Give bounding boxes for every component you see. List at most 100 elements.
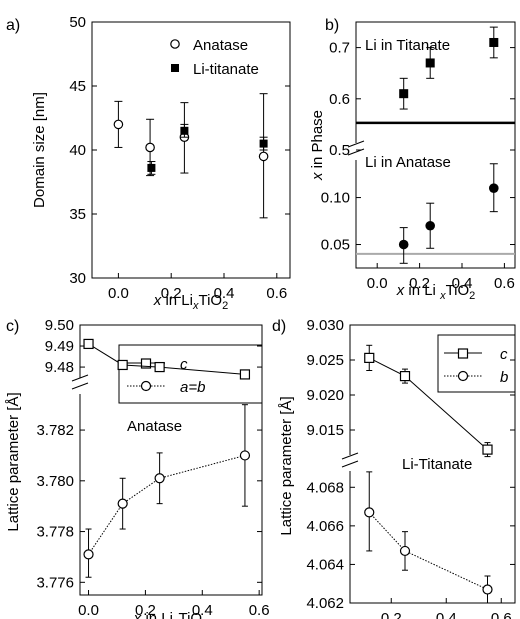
panel-c-lower-ytick-label-2: 3.778 bbox=[36, 524, 74, 541]
panel-c-xlabel: x in LixTiO2 bbox=[133, 610, 208, 619]
panel-d-upper-ytick-label-1: 9.025 bbox=[306, 352, 344, 369]
panel-d-c-point-1 bbox=[399, 371, 411, 382]
panel-a-ytick-label-0: 30 bbox=[69, 270, 86, 287]
legend-ab-circle-marker bbox=[140, 380, 152, 392]
panel-c-a=b-point-1 bbox=[117, 498, 128, 509]
panel-d-b-point-1 bbox=[399, 545, 411, 557]
panel-b-upper-ytick-label-1: 0.6 bbox=[329, 91, 350, 108]
panel-c-c-point-0 bbox=[83, 338, 94, 350]
panel-b-titanate-point-2 bbox=[489, 37, 499, 47]
panel-c-frame bbox=[79, 324, 263, 596]
panel-c-a=b-series-line bbox=[88, 454, 246, 555]
panel-b-lower-ytick-label-0: 0.10 bbox=[321, 190, 350, 207]
panel-d-frame bbox=[349, 324, 516, 604]
panel-b-titanate-point-0 bbox=[399, 89, 409, 99]
panel-b-lower-ytick-label-1: 0.05 bbox=[321, 237, 350, 254]
panel-a-letter: a) bbox=[6, 17, 20, 34]
panel-c-xtick-label-3: 0.6 bbox=[249, 602, 270, 619]
panel-a-ytick-label-1: 35 bbox=[69, 206, 86, 223]
panel-d-ylabel: Lattice parameter [Å] bbox=[278, 396, 295, 535]
panel-c-upper-ytick-label-2: 9.48 bbox=[45, 359, 74, 376]
legend-open-circle-marker bbox=[170, 39, 180, 49]
legend-c-square-marker bbox=[140, 358, 152, 369]
panel-b-ylabel: x in Phase bbox=[309, 110, 326, 181]
legend-c-label: c bbox=[180, 356, 188, 373]
panel-c-c-series-line bbox=[88, 343, 245, 375]
panel-c-a=b-point-2 bbox=[154, 473, 165, 484]
panel-b-anatase-point-1 bbox=[425, 220, 436, 231]
panel-d-upper-ytick-label-3: 9.015 bbox=[306, 422, 344, 439]
panel-b: b) x in Phase Li in Titanate Li in Anata… bbox=[309, 17, 516, 302]
panel-c-annotation: Anatase bbox=[127, 418, 182, 435]
panel-d-b-point-2 bbox=[482, 584, 493, 595]
panel-d-xtick-label-1: 0.4 bbox=[436, 610, 457, 619]
panel-d-lower-ytick-label-0: 4.068 bbox=[306, 479, 344, 496]
panel-d-upper-ytick-label-2: 9.020 bbox=[306, 387, 344, 404]
panel-a-li-titanate-point-0 bbox=[147, 163, 156, 172]
panel-c-upper-ytick-label-0: 9.50 bbox=[45, 317, 74, 334]
panel-c-ylabel: Lattice parameter [Å] bbox=[5, 392, 22, 531]
panel-d-xtick-label-0: 0.2 bbox=[381, 610, 402, 619]
panel-a-xlabel: x in LixTiO2 bbox=[153, 292, 228, 312]
panel-c-letter: c) bbox=[6, 318, 19, 335]
panel-c-xtick-label-1: 0.2 bbox=[135, 602, 156, 619]
panel-d-c-point-2 bbox=[482, 444, 493, 455]
panel-d: d) Lattice parameter [Å] Li-Titanate c b… bbox=[272, 317, 516, 619]
panel-a-legend: Anatase Li-titanate bbox=[170, 37, 259, 78]
panel-d-legend-box bbox=[437, 334, 516, 393]
panel-d-axis-break-top bbox=[341, 452, 359, 460]
legend-filled-square-marker bbox=[171, 64, 179, 72]
legend-d-c-square-marker bbox=[457, 348, 469, 359]
panel-c-c-point-2 bbox=[154, 361, 165, 373]
panel-c-upper-ytick-label-1: 9.49 bbox=[45, 338, 74, 355]
panel-b-axis-break-bottom bbox=[347, 148, 365, 156]
panel-a-ylabel: Domain size [nm] bbox=[31, 92, 48, 208]
panel-c-c-point-3 bbox=[239, 369, 251, 380]
panel-c: c) Lattice parameter [Å] Anatase c a=b 0… bbox=[5, 317, 270, 619]
panel-a-li-titanate-point-2 bbox=[259, 139, 268, 148]
panel-b-xtick-label-3: 0.6 bbox=[494, 275, 515, 292]
panel-a-anatase-point-0 bbox=[113, 119, 124, 130]
panel-b-anatase-point-0 bbox=[398, 239, 409, 250]
panel-b-titanate-point-1 bbox=[425, 58, 435, 68]
panel-d-annotation: Li-Titanate bbox=[402, 456, 472, 473]
panel-b-axis-break-top bbox=[347, 140, 365, 148]
panel-c-axis-break-bottom bbox=[71, 382, 89, 390]
panel-d-xtick-label-2: 0.6 bbox=[491, 610, 512, 619]
panel-b-upper-ytick-label-2: 0.5 bbox=[329, 142, 350, 159]
legend-d-c-label: c bbox=[500, 346, 508, 363]
panel-b-letter: b) bbox=[325, 17, 339, 34]
panel-b-xtick-label-1: 0.2 bbox=[409, 275, 430, 292]
panel-d-b-series-line bbox=[368, 512, 488, 590]
panel-c-a=b-point-3 bbox=[239, 450, 251, 461]
panel-c-axis-break-top bbox=[71, 374, 89, 382]
panel-b-xlabel: x in Li xTiO2 bbox=[396, 282, 476, 302]
panel-a-xtick-label-0: 0.0 bbox=[108, 285, 129, 302]
panel-b-anatase-point-2 bbox=[489, 183, 499, 193]
panel-d-legend: c b bbox=[437, 334, 516, 393]
panel-a-xtick-label-3: 0.6 bbox=[266, 285, 287, 302]
legend-d-b-label: b bbox=[500, 369, 508, 386]
panel-a-ytick-label-4: 50 bbox=[69, 14, 86, 31]
panel-d-c-point-0 bbox=[364, 352, 375, 363]
panel-d-upper-ytick-label-0: 9.030 bbox=[306, 317, 344, 334]
legend-d-b-circle-marker bbox=[457, 370, 469, 382]
legend-li-titanate-label: Li-titanate bbox=[193, 61, 259, 78]
panel-c-lower-ytick-label-3: 3.776 bbox=[36, 574, 74, 591]
panel-d-b-point-0 bbox=[364, 507, 375, 518]
panel-d-letter: d) bbox=[272, 318, 286, 335]
panel-c-lower-ytick-label-0: 3.782 bbox=[36, 422, 74, 439]
panel-a-xtick-label-1: 0.2 bbox=[161, 285, 182, 302]
panel-a: a) Domain size [nm] Anatase Li-titanate … bbox=[6, 14, 291, 312]
panel-b-upper-label: Li in Titanate bbox=[365, 37, 450, 54]
panel-a-anatase-point-3 bbox=[258, 151, 269, 162]
panel-d-lower-ytick-label-1: 4.066 bbox=[306, 518, 344, 535]
panel-a-anatase-point-1 bbox=[145, 142, 155, 153]
panel-a-xtick-label-2: 0.4 bbox=[214, 285, 235, 302]
panel-c-a=b-point-0 bbox=[83, 549, 94, 560]
panel-a-ytick-label-2: 40 bbox=[69, 142, 86, 159]
panel-a-ytick-label-3: 45 bbox=[69, 78, 86, 95]
panel-d-axis-break-bottom bbox=[341, 460, 359, 468]
panel-d-lower-ytick-label-3: 4.062 bbox=[306, 595, 344, 612]
